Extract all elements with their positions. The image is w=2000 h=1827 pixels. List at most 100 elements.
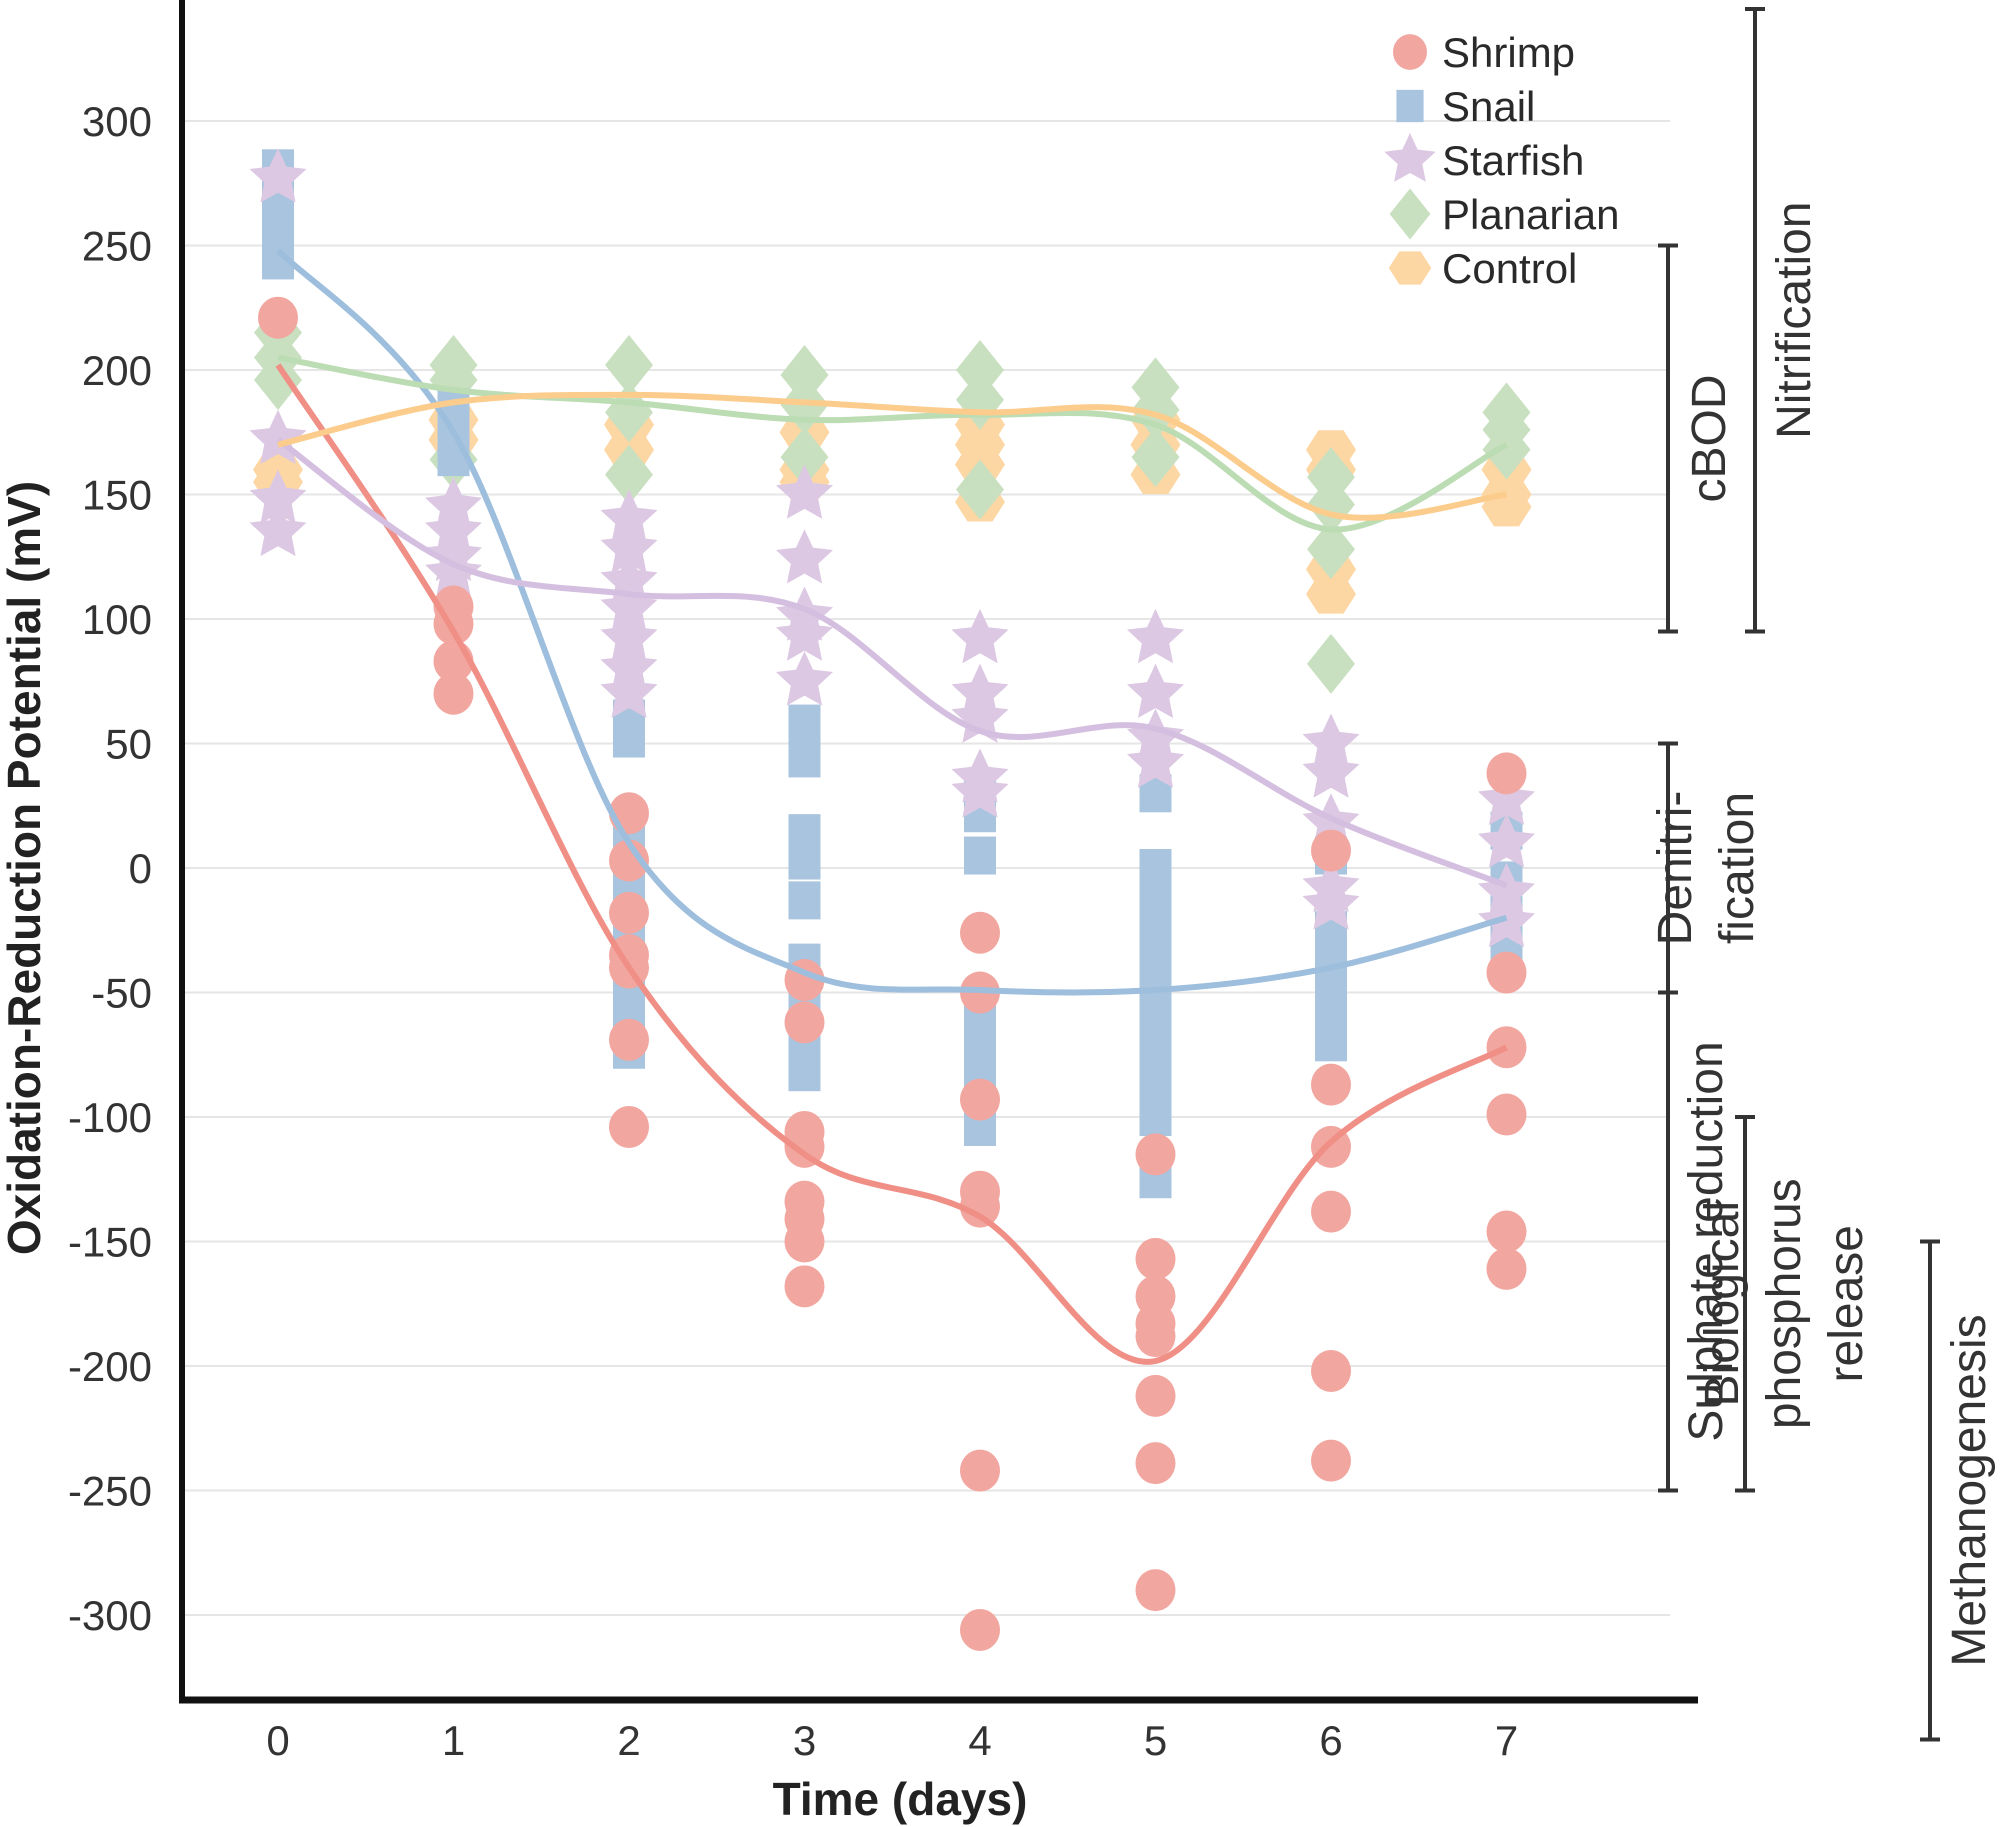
starfish-point	[600, 489, 658, 544]
starfish-point	[1127, 663, 1184, 718]
annotation-label: Denitri-	[1649, 791, 1702, 946]
starfish-point	[249, 148, 307, 203]
legend-item-planarian: Planarian	[1389, 188, 1619, 240]
planarian-point	[1482, 419, 1531, 480]
planarian-trend-line	[277, 354, 1508, 533]
shrimp-point	[1311, 1349, 1351, 1392]
snail-point	[1139, 873, 1172, 912]
snail-point	[1139, 1098, 1172, 1136]
snail-point	[964, 1013, 996, 1052]
legend-item-snail: Snail	[1396, 83, 1535, 130]
legend-label: Shrimp	[1442, 29, 1575, 76]
planarian-point	[1131, 427, 1180, 488]
annotation-biological: Biological phosphorus release	[1696, 1115, 1873, 1493]
annotation-label: Methanogenesis	[1943, 1314, 1996, 1666]
starfish-point	[1478, 813, 1535, 868]
shrimp-point	[609, 1105, 649, 1148]
annotation-label: Nitrification	[1768, 201, 1821, 438]
legend-snail-icon	[1396, 89, 1424, 123]
shrimp-point	[433, 672, 474, 715]
starfish-point	[425, 544, 482, 599]
shrimp-point	[960, 1078, 1000, 1121]
y-tick-label: 100	[82, 596, 152, 643]
annotation-label: release	[1820, 1225, 1873, 1382]
legend-item-starfish: Starfish	[1384, 133, 1584, 184]
x-tick-label: 6	[1319, 1717, 1342, 1764]
snail-point	[1139, 911, 1172, 950]
snail-point	[1139, 1060, 1172, 1099]
y-tick-labels: 300 250 200 150 100 50 0 -50 -100 -150 -200 -250 -30…	[68, 98, 152, 1639]
planarian-point	[1307, 633, 1355, 694]
snail-point	[788, 841, 821, 880]
shrimp-point	[609, 1018, 649, 1061]
annotation-cbod: cBOD	[1658, 243, 1736, 634]
snail-point	[613, 719, 645, 758]
x-tick-label: 0	[266, 1717, 289, 1764]
starfish-point	[951, 688, 1009, 743]
legend-starfish-icon	[1384, 133, 1436, 182]
snail-point	[788, 1053, 821, 1092]
starfish-point	[951, 763, 1009, 818]
shrimp-point	[960, 1185, 1000, 1228]
y-tick-label: -200	[68, 1343, 152, 1390]
shrimp-point	[1135, 1374, 1176, 1417]
y-tick-label: -300	[68, 1592, 152, 1639]
snail-point	[1315, 1023, 1347, 1062]
planarian-point	[254, 349, 302, 410]
starfish-point	[600, 519, 658, 574]
y-tick-label: 0	[129, 845, 152, 892]
starfish-point	[776, 529, 833, 584]
shrimp-point	[1486, 1247, 1527, 1290]
legend-shrimp-icon	[1393, 34, 1427, 70]
x-axis-title: Time (days)	[773, 1773, 1028, 1825]
gridlines	[185, 120, 1670, 1616]
shrimp-point	[1311, 1439, 1351, 1482]
shrimp-point	[1135, 1237, 1176, 1280]
y-tick-label: 50	[105, 721, 152, 768]
starfish-point	[1302, 743, 1360, 798]
starfish-point	[1302, 875, 1360, 930]
annotation-methanogenesis: Methanogenesis	[1920, 1239, 1996, 1742]
starfish-point	[600, 579, 658, 634]
planarian-point	[780, 427, 829, 488]
legend-item-control: Control	[1388, 245, 1577, 292]
shrimp-point	[784, 1001, 825, 1044]
process-annotations: cBOD Nitrification Denitri-fication Sulphat…	[1649, 6, 1996, 1742]
shrimp-point	[1135, 1442, 1176, 1485]
starfish-point	[776, 606, 833, 661]
x-tick-label: 5	[1144, 1717, 1167, 1764]
shrimp-point	[960, 1449, 1000, 1492]
data-points	[249, 148, 1535, 1651]
starfish-point	[600, 663, 658, 718]
shrimp-point	[784, 1265, 825, 1308]
planarian-point	[605, 444, 653, 505]
legend: Shrimp Snail Starfish Planarian Control	[1384, 29, 1619, 292]
shrimp-trend-line	[275, 363, 1508, 1365]
annotation-denitri-: Denitri-fication	[1649, 741, 1764, 995]
shrimp-point	[1311, 1063, 1351, 1106]
snail-point	[1139, 1023, 1172, 1062]
starfish-point	[1478, 770, 1535, 825]
x-tick-label: 4	[968, 1717, 991, 1764]
shrimp-point	[784, 1220, 825, 1263]
starfish-point	[776, 651, 833, 706]
starfish-point	[1478, 862, 1535, 918]
control-point	[1306, 574, 1356, 614]
legend-label: Planarian	[1442, 191, 1619, 238]
snail-point	[1139, 948, 1172, 987]
shrimp-point	[1311, 1190, 1351, 1233]
legend-item-shrimp: Shrimp	[1393, 29, 1575, 76]
y-tick-label: -250	[68, 1468, 152, 1515]
y-tick-label: 200	[82, 347, 152, 394]
starfish-point	[776, 464, 833, 519]
legend-label: Snail	[1442, 83, 1535, 130]
x-tick-label: 3	[793, 1717, 816, 1764]
starfish-point	[600, 608, 658, 664]
planarian-point	[956, 459, 1004, 520]
series-shrimp-points	[258, 296, 1527, 1651]
shrimp-point	[1135, 1569, 1176, 1612]
y-tick-label: 250	[82, 223, 152, 270]
y-tick-label: 300	[82, 98, 152, 145]
shrimp-point	[1486, 752, 1527, 795]
